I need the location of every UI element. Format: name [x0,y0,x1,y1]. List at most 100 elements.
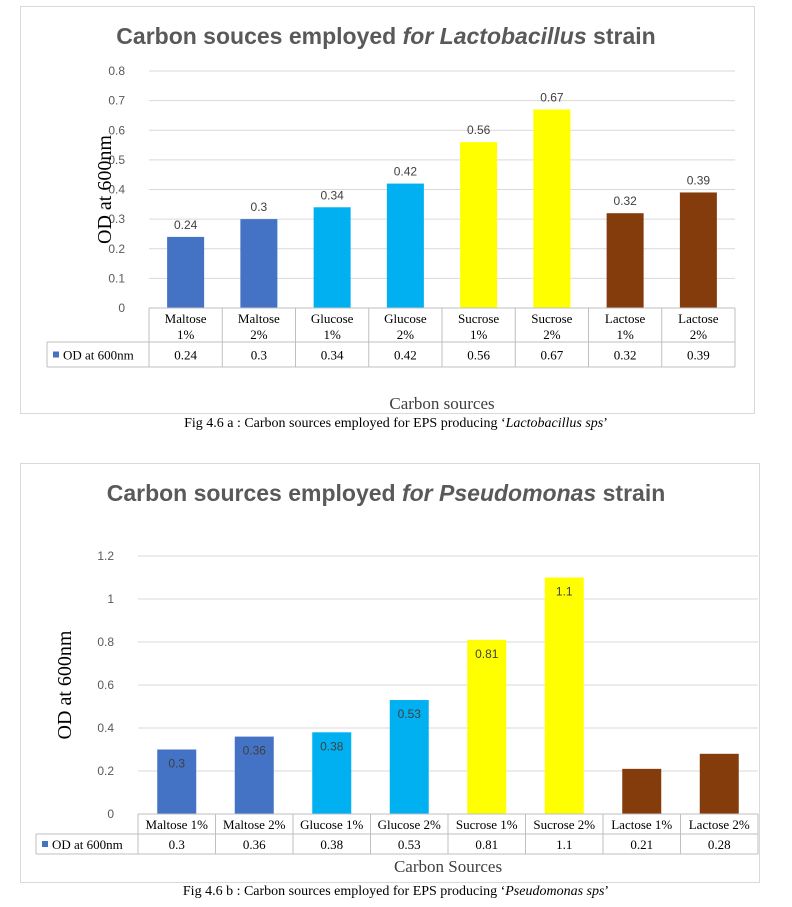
bar [606,213,644,308]
y-tick-label: 0.1 [108,271,125,285]
y-axis-label: OD at 600nm [94,135,116,244]
caption-a-italic: Lactobacillus sps [505,416,604,431]
chart-title: Carbon sources employed for Pseudomonas … [107,480,666,506]
y-axis-label: OD at 600nm [54,630,76,739]
category-label: Lactose [678,311,719,326]
caption-b-suffix: ’ [604,884,610,899]
data-label: 0.36 [243,744,267,758]
table-value: 0.56 [467,348,490,363]
data-label: 0.3 [168,757,185,771]
x-axis-label: Carbon sources [389,394,494,413]
data-label: 0.81 [475,647,499,661]
data-label: 0.56 [467,123,491,137]
legend-key [42,841,48,847]
legend-label: OD at 600nm [63,348,134,363]
table-value: 0.3 [251,348,267,363]
category-label: Maltose 1% [146,817,209,832]
chart-b-panel: Carbon sources employed for Pseudomonas … [20,463,760,883]
category-label: 1% [323,327,341,342]
data-label: 0.24 [174,218,198,232]
y-tick-label: 0.8 [97,635,114,649]
table-value: 0.3 [169,837,185,852]
data-label: 0.34 [320,188,344,202]
category-label: Lactose 1% [611,817,672,832]
bar [533,109,571,308]
category-label: Glucose 2% [378,817,441,832]
chart-a-panel: Carbon souces employed for Lactobacillus… [20,6,755,414]
data-label: 0.21 [630,776,654,790]
y-tick-label: 0 [107,807,114,821]
data-label: 0.32 [613,194,637,208]
category-label: Sucrose 2% [533,817,595,832]
category-label: 1% [177,327,195,342]
category-label: Lactose [605,311,646,326]
y-tick-label: 0.3 [108,212,125,226]
bar [460,142,498,308]
category-label: 1% [470,327,488,342]
table-value: 0.34 [321,348,344,363]
category-label: Glucose [384,311,427,326]
bar [240,219,278,308]
data-label: 0.38 [320,739,344,753]
y-tick-label: 1.2 [97,549,114,563]
category-label: Sucrose 1% [456,817,518,832]
category-label: 2% [250,327,268,342]
y-tick-label: 0.8 [108,64,125,78]
category-label: Sucrose [458,311,499,326]
caption-a-text: Fig 4.6 a : Carbon sources employed for … [184,416,506,431]
y-tick-label: 0.6 [97,678,114,692]
legend-key [53,351,59,358]
data-label: 0.53 [398,707,422,721]
data-label: 1.1 [556,585,573,599]
data-label: 0.3 [251,200,268,214]
bar [234,736,274,814]
y-tick-label: 0.2 [108,242,125,256]
data-label: 0.42 [394,165,418,179]
bar [679,192,717,308]
table-value: 0.28 [708,837,731,852]
category-label: Maltose [238,311,280,326]
y-tick-label: 0.4 [108,183,125,197]
table-value: 0.67 [541,348,564,363]
caption-b-text: Fig 4.6 b : Carbon sources employed for … [182,884,506,899]
y-tick-label: 0.2 [97,764,114,778]
legend-label: OD at 600nm [52,837,123,852]
y-tick-label: 0.5 [108,153,125,167]
table-value: 0.39 [687,348,710,363]
caption-b-italic: Pseudomonas sps [505,884,605,899]
data-label: 0.39 [687,173,711,187]
table-value: 0.36 [243,837,266,852]
category-label: 1% [616,327,634,342]
category-label: 2% [690,327,708,342]
table-value: 0.81 [475,837,498,852]
bar [699,753,739,814]
category-label: Glucose 1% [300,817,363,832]
category-label: Lactose 2% [689,817,750,832]
data-label: 0.28 [708,761,732,775]
bar [467,639,507,814]
y-tick-label: 0.6 [108,123,125,137]
caption-a-suffix: ’ [603,416,608,431]
chart-title: Carbon souces employed for Lactobacillus… [116,23,655,49]
y-tick-label: 0 [118,301,125,315]
table-value: 0.53 [398,837,421,852]
figure-caption-a: Fig 4.6 a : Carbon sources employed for … [0,416,792,432]
bar [622,768,662,814]
category-label: Maltose 2% [223,817,286,832]
y-tick-label: 1 [107,592,114,606]
category-label: Maltose [165,311,207,326]
y-tick-label: 0.4 [97,721,114,735]
figure-caption-b: Fig 4.6 b : Carbon sources employed for … [0,884,792,900]
y-tick-label: 0.7 [108,94,125,108]
chart-a: Carbon souces employed for Lactobacillus… [46,23,736,413]
category-label: 2% [397,327,415,342]
table-value: 1.1 [556,837,572,852]
table-value: 0.42 [394,348,417,363]
category-label: Glucose [311,311,354,326]
bar [313,207,351,308]
table-value: 0.21 [630,837,653,852]
bar [389,700,429,814]
table-value: 0.24 [174,348,197,363]
bar [312,732,352,814]
table-value: 0.38 [320,837,343,852]
